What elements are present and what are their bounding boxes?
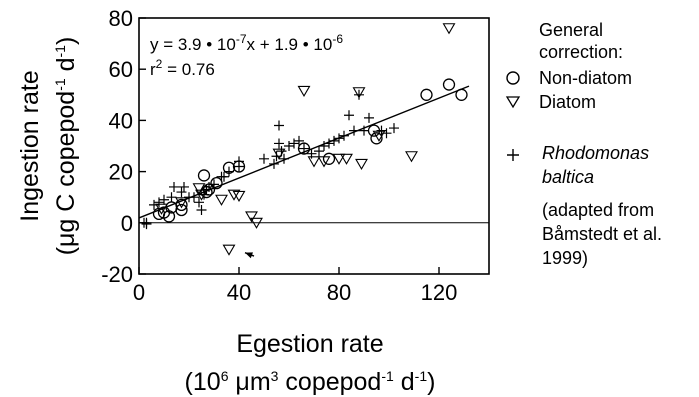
rhodomonas-point [271, 151, 282, 162]
x-tick-label: 80 [327, 280, 351, 305]
non-diatom-point [322, 152, 336, 165]
rhodomonas-point [141, 219, 152, 230]
non-diatom-point [175, 198, 188, 212]
rhodomonas-point [159, 194, 169, 205]
rhodomonas-point [194, 197, 204, 208]
diatom-point [372, 130, 386, 142]
diatom-point [245, 211, 258, 223]
annotation-arrow-head [245, 252, 253, 259]
regression-line [138, 85, 470, 219]
diatom-point [222, 244, 236, 256]
rhodomonas-point [314, 146, 324, 157]
x-tick-label: 120 [421, 280, 458, 305]
x-axis-units: (106 μm3 copepod-1 d-1) [185, 368, 436, 396]
diatom-point [250, 217, 263, 229]
non-diatom-point [175, 203, 188, 217]
legend-title-line-2: correction: [539, 42, 623, 62]
rhodomonas-point [344, 110, 354, 121]
diatom-point [297, 85, 311, 98]
rhodomonas-point [176, 187, 187, 198]
rhodomonas-point [381, 128, 392, 139]
rhodomonas-point [389, 123, 399, 134]
rhodomonas-point [354, 89, 364, 100]
y-tick-label: 80 [109, 6, 133, 31]
y-tick-label: 20 [109, 160, 133, 185]
rhodomonas-point [289, 138, 299, 149]
rhodomonas-point [169, 181, 179, 192]
equation-line-1: y = 3.9 • 10-7x + 1.9 • 10-6 [150, 32, 343, 54]
non-diatom-point [442, 78, 456, 91]
diatom-point [307, 156, 321, 168]
non-diatom-point [210, 176, 223, 190]
x-tick-label: 40 [227, 280, 251, 305]
x-axis-title: Egestion rate [236, 330, 383, 358]
rhodomonas-point [219, 171, 229, 182]
legend-rhodomonas-line-1: Rhodomonas [542, 143, 649, 163]
legend-title-line-1: General [539, 20, 603, 40]
diatom-point [317, 156, 331, 168]
diatom-point [355, 158, 368, 171]
y-tick-label: -20 [101, 262, 133, 287]
rhodomonas-point [196, 205, 207, 215]
y-axis-units: (μg C copepod-1 d-1) [52, 37, 80, 256]
legend-source-line-3: 1999) [542, 248, 588, 268]
rhodomonas-point [376, 125, 387, 136]
rhodomonas-point [306, 148, 317, 159]
equation-line-2: r2 = 0.76 [150, 57, 215, 79]
legend: General correction: Non-diatom Diatom Rh… [505, 20, 662, 268]
non-diatom-point [297, 142, 311, 155]
legend-plus-marker [507, 149, 519, 161]
regression-line-group [138, 85, 470, 219]
legend-non-diatom: Non-diatom [539, 68, 632, 88]
rhodomonas-point [294, 135, 304, 146]
diatom-point [405, 151, 418, 163]
diatom-point [340, 153, 353, 165]
plot-frame [138, 17, 490, 275]
legend-source-line-2: Båmstedt et al. [542, 224, 662, 244]
y-tick-label: 40 [109, 108, 133, 133]
rhodomonas-point [274, 120, 284, 131]
legend-source-line-1: (adapted from [542, 200, 654, 220]
rhodomonas-point [154, 197, 164, 208]
rhodomonas-point [224, 166, 234, 177]
rhodomonas-point [166, 192, 177, 203]
non-diatom-point [197, 169, 211, 182]
legend-circle-marker [506, 71, 520, 85]
non-diatom-point [162, 210, 176, 223]
non-diatom-point [420, 88, 433, 101]
rhodomonas-point [179, 181, 189, 192]
diatom-point [442, 23, 456, 35]
y-tick-label: 60 [109, 57, 133, 82]
rhodomonas-point [234, 161, 244, 172]
x-tick-label: 0 [133, 280, 145, 305]
legend-triangle-marker [505, 96, 521, 109]
diatom-point [155, 203, 168, 215]
non-diatom-point [370, 132, 383, 145]
legend-diatom: Diatom [539, 92, 596, 112]
y-axis-title: Ingestion rate [16, 70, 44, 222]
rhodomonas-point [364, 112, 374, 123]
rhodomonas-point [259, 153, 269, 164]
diatom-point [232, 190, 246, 203]
rhodomonas-point [276, 146, 287, 157]
diatom-point [352, 87, 366, 99]
rhodomonas-point [149, 199, 159, 210]
legend-rhodomonas-line-2: baltica [542, 167, 594, 187]
diatom-point [215, 194, 228, 206]
y-tick-label: 0 [121, 211, 133, 236]
diatom-point [227, 189, 241, 201]
rhodomonas-point [284, 141, 294, 151]
diatom-point [332, 153, 346, 165]
diatom-point [192, 183, 206, 195]
rhodomonas-point [274, 138, 284, 149]
